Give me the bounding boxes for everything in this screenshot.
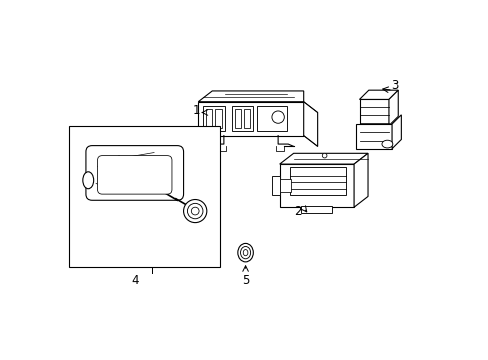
Text: 2: 2 <box>293 204 301 217</box>
Circle shape <box>183 199 206 222</box>
Bar <box>244 109 250 128</box>
Ellipse shape <box>381 140 392 148</box>
FancyBboxPatch shape <box>97 156 172 194</box>
Bar <box>359 99 388 126</box>
Bar <box>234 109 241 128</box>
Bar <box>271 176 280 195</box>
Bar <box>198 102 303 136</box>
Text: 5: 5 <box>242 274 249 287</box>
Bar <box>279 164 353 207</box>
Ellipse shape <box>240 247 250 259</box>
Polygon shape <box>359 90 397 99</box>
Text: 1: 1 <box>193 104 200 117</box>
Bar <box>289 167 345 195</box>
Polygon shape <box>198 91 303 102</box>
Circle shape <box>187 203 203 219</box>
Ellipse shape <box>237 243 253 262</box>
Circle shape <box>322 153 326 158</box>
Bar <box>203 106 224 131</box>
Bar <box>301 206 332 213</box>
Bar <box>69 126 220 266</box>
Polygon shape <box>388 90 397 126</box>
Polygon shape <box>353 153 367 207</box>
Text: 3: 3 <box>390 79 397 92</box>
Polygon shape <box>391 115 401 149</box>
Circle shape <box>191 207 199 215</box>
Ellipse shape <box>243 249 247 256</box>
Bar <box>231 106 253 131</box>
FancyBboxPatch shape <box>86 145 183 200</box>
Bar <box>215 109 221 128</box>
Bar <box>356 124 391 149</box>
Text: 4: 4 <box>131 274 138 287</box>
Polygon shape <box>279 153 367 164</box>
Bar <box>205 109 212 128</box>
Polygon shape <box>303 102 317 147</box>
Bar <box>279 180 290 192</box>
Ellipse shape <box>82 172 94 189</box>
Circle shape <box>271 111 284 123</box>
Bar <box>257 106 286 131</box>
